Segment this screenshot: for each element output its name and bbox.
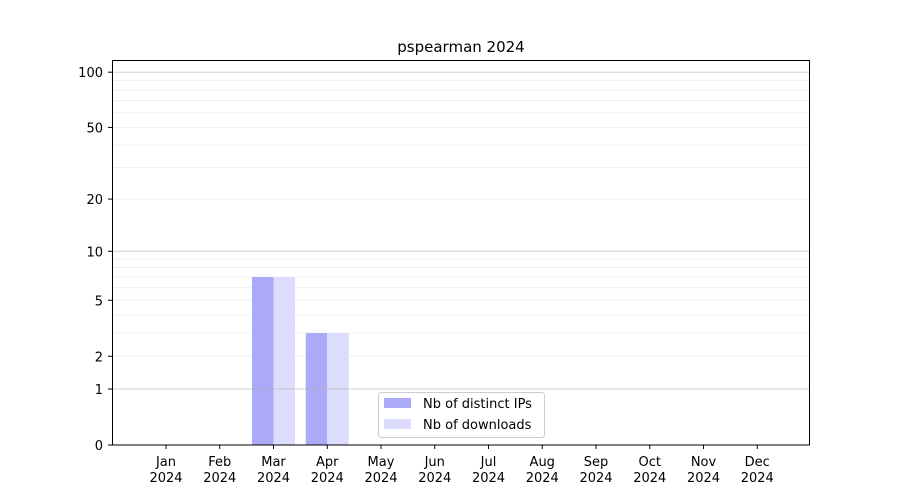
legend-label: Nb of distinct IPs: [423, 397, 532, 412]
x-tick-label: Jan 2024: [149, 455, 182, 486]
y-tick-label: 20: [86, 193, 103, 208]
x-tick-label: Aug 2024: [526, 455, 559, 486]
chart-title: pspearman 2024: [397, 38, 524, 56]
y-tick-label: 50: [86, 121, 103, 136]
legend: Nb of distinct IPs Nb of downloads: [378, 392, 545, 438]
bar-distinct-ips: [252, 277, 274, 445]
legend-box: [378, 392, 545, 438]
legend-label: Nb of downloads: [423, 418, 532, 433]
x-tick-label: Jun 2024: [418, 455, 451, 486]
x-tick-label: Nov 2024: [687, 455, 720, 486]
x-tick-label: May 2024: [364, 455, 397, 486]
x-tick-label: Dec 2024: [741, 455, 774, 486]
x-tick-label: Feb 2024: [203, 455, 236, 486]
x-tick-label: Jul 2024: [472, 455, 505, 486]
major-grid: [113, 71, 809, 390]
bars: [252, 277, 349, 445]
x-axis: Jan 2024 Feb 2024 Mar 2024 Apr 2024 May 2024 Jun 20…: [149, 445, 774, 486]
x-tick-label: Apr 2024: [311, 455, 344, 486]
y-tick-label: 5: [95, 294, 103, 309]
y-tick-label: 0: [95, 439, 103, 454]
y-axis: 0 1 2 5 10 20 50 100: [78, 66, 112, 454]
y-tick-label: 2: [95, 350, 103, 365]
x-tick-label: Oct 2024: [633, 455, 666, 486]
plot-frame: [112, 60, 810, 446]
legend-swatch: [384, 419, 411, 429]
y-tick-label: 100: [78, 66, 103, 81]
x-tick-label: Mar 2024: [257, 455, 290, 486]
bar-downloads: [273, 277, 295, 445]
x-tick-label: Sep 2024: [579, 455, 612, 486]
grid: [113, 80, 809, 357]
legend-swatch: [384, 398, 411, 408]
y-tick-label: 1: [95, 383, 103, 398]
y-tick-label: 10: [86, 245, 103, 260]
